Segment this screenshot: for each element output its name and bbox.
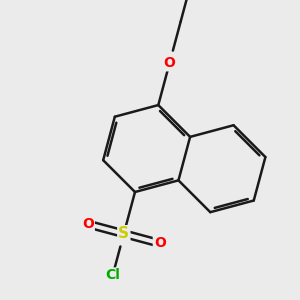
Text: O: O — [154, 236, 166, 250]
Text: S: S — [118, 226, 129, 241]
Text: Cl: Cl — [105, 268, 120, 283]
Text: O: O — [82, 217, 94, 231]
Text: O: O — [164, 56, 175, 70]
